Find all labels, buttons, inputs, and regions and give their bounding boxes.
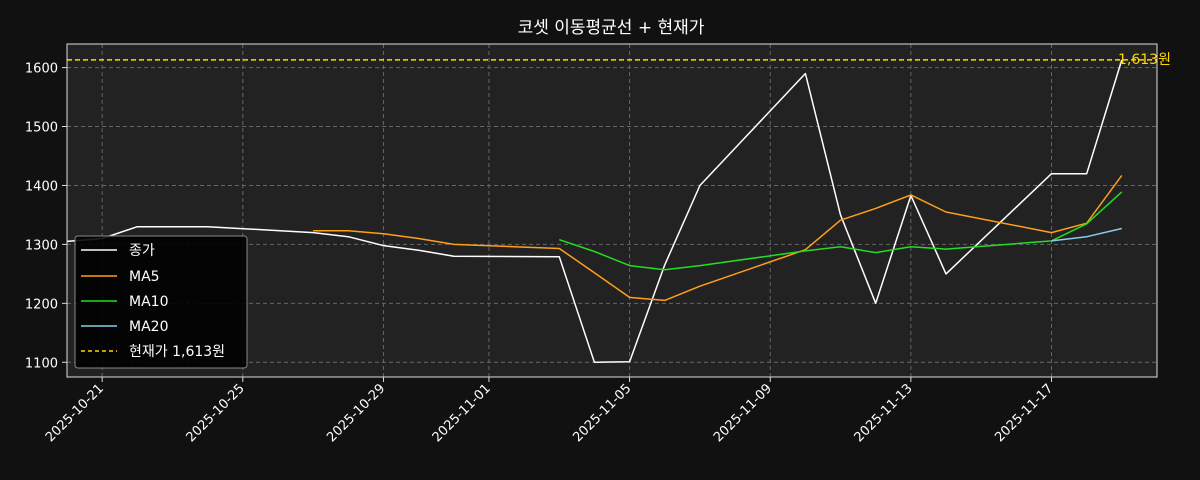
y-tick-label: 1400: [25, 179, 58, 194]
chart-title: 코셋 이동평균선 + 현재가: [518, 18, 705, 38]
y-tick-label: 1100: [25, 356, 58, 371]
y-tick-label: 1600: [25, 62, 58, 77]
legend-box: [74, 235, 248, 369]
y-tick-label: 1200: [25, 297, 58, 312]
y-tick-label: 1300: [25, 238, 58, 253]
plot-area: [67, 44, 1157, 377]
plot-frame: [66, 43, 1158, 378]
y-tick-label: 1500: [25, 121, 58, 136]
legend-label-ma5: MA5: [129, 269, 160, 285]
current-price-annotation: 1,613원: [1118, 52, 1171, 68]
legend-label-close: 종가: [129, 243, 155, 259]
legend: 종가 MA5 MA10 MA20 현재가 1,613원: [74, 235, 248, 369]
series-layer: [66, 59, 1123, 364]
legend-label-current-price: 현재가 1,613원: [129, 344, 225, 360]
series-line-ma5: [313, 174, 1123, 302]
series-line-ma20: [1051, 227, 1122, 242]
legend-label-ma20: MA20: [129, 319, 168, 335]
legend-label-ma10: MA10: [129, 294, 168, 310]
series-line-close: [66, 59, 1123, 364]
current-price-layer: 1,613원: [67, 52, 1171, 68]
